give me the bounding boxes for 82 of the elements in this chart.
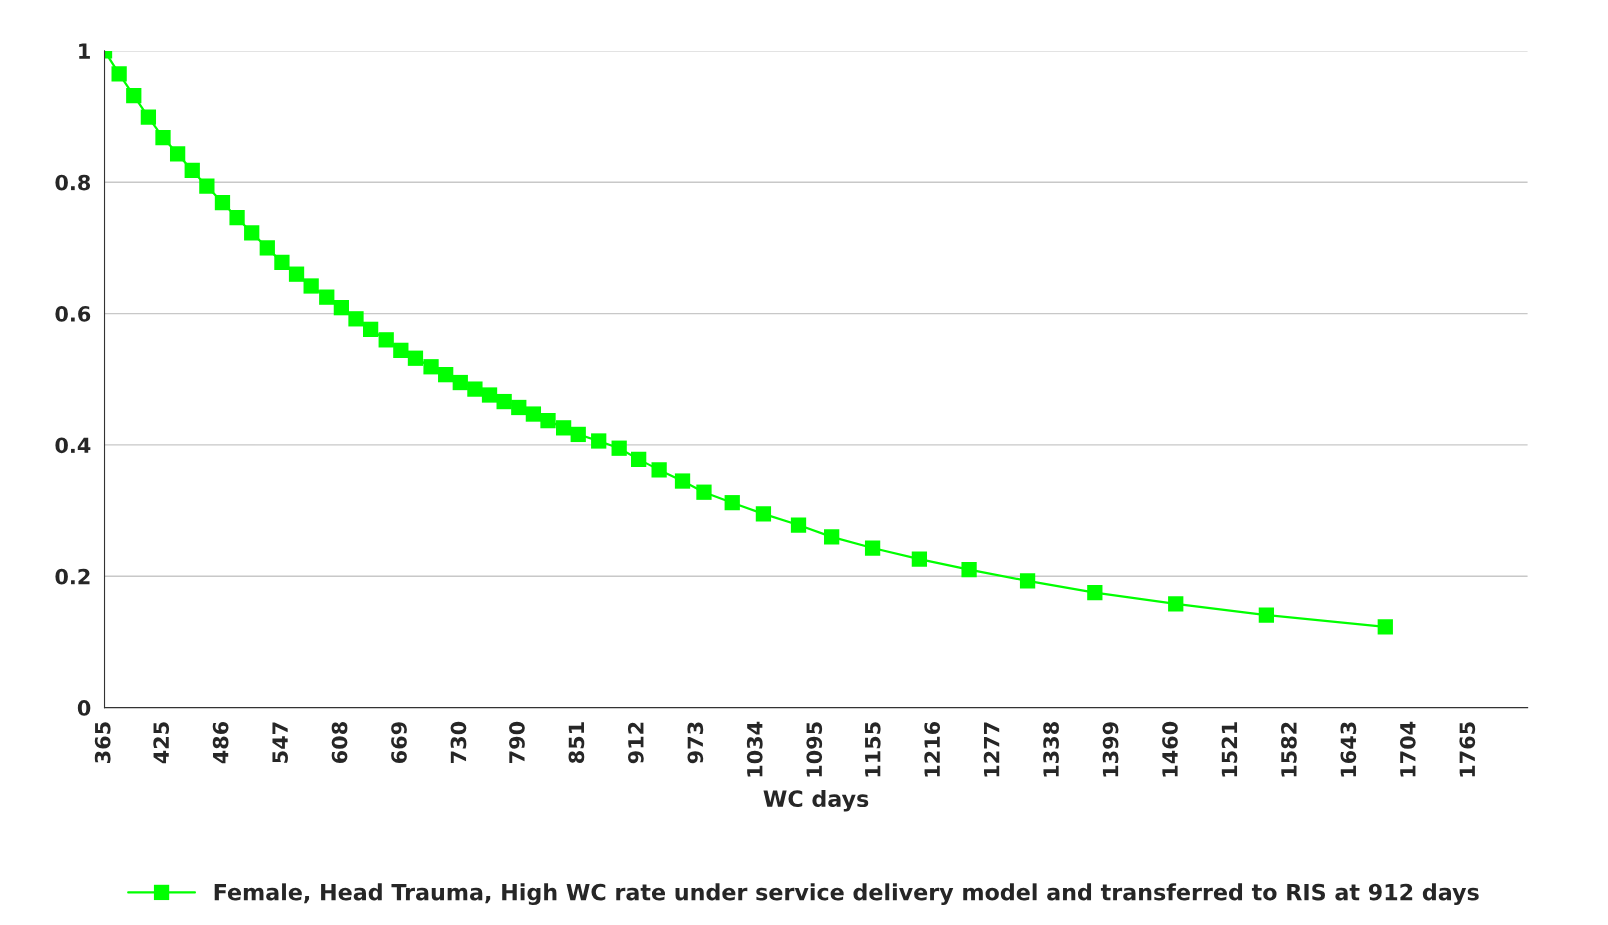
point <box>333 300 350 316</box>
point <box>1377 619 1393 635</box>
point <box>591 433 607 449</box>
x-tick-label: 1338 <box>1043 722 1059 777</box>
point <box>755 506 772 522</box>
x-tick-label: 486 <box>212 721 229 764</box>
point <box>961 562 977 578</box>
point <box>184 162 200 179</box>
x-tick-label: 1643 <box>1340 722 1357 777</box>
point <box>452 374 468 391</box>
point <box>824 529 840 545</box>
y-tick-label: 0.2 <box>55 568 90 585</box>
x-tick-label: 790 <box>509 721 525 763</box>
x-tick-label: 1155 <box>865 722 881 777</box>
point <box>1168 596 1184 612</box>
point <box>378 332 394 348</box>
point <box>303 278 319 294</box>
point <box>724 495 740 511</box>
point <box>864 540 881 556</box>
x-tick-label: 730 <box>450 721 467 763</box>
point <box>407 350 424 366</box>
x-tick-label: 1460 <box>1162 721 1178 777</box>
y-tick-label: 0.4 <box>55 437 91 454</box>
point <box>169 146 186 162</box>
point <box>259 240 275 256</box>
point <box>423 359 439 375</box>
x-tick-label: 547 <box>272 722 288 763</box>
point <box>393 342 409 358</box>
point <box>467 381 483 397</box>
x-tick-label: 851 <box>568 722 585 764</box>
x-tick-label: 1399 <box>1102 722 1119 777</box>
point <box>199 178 215 194</box>
point <box>790 517 807 533</box>
x-tick-label: 425 <box>153 722 170 764</box>
x-axis-title: WC days <box>763 789 869 812</box>
point <box>362 321 379 337</box>
x-tick-label: 669 <box>391 722 407 764</box>
point <box>1087 585 1103 601</box>
point <box>229 210 245 226</box>
point <box>244 225 260 241</box>
x-tick-label: 1034 <box>746 721 763 777</box>
point <box>674 473 691 489</box>
point <box>496 393 512 410</box>
x-tick-label: 1582 <box>1281 722 1297 777</box>
point <box>611 440 627 456</box>
x-tick-label: 973 <box>687 722 704 764</box>
point <box>155 129 171 146</box>
x-tick-label: 365 <box>94 722 111 763</box>
y-tick-label: 1 <box>79 43 90 59</box>
x-tick-label: 1704 <box>1399 721 1416 777</box>
point <box>319 289 335 305</box>
point <box>651 462 667 478</box>
x-tick-label: 912 <box>627 722 644 764</box>
point <box>696 484 712 500</box>
point <box>525 406 542 422</box>
point <box>1258 607 1275 623</box>
x-tick-label: 1277 <box>983 722 1000 777</box>
point <box>140 109 157 125</box>
point <box>481 387 498 403</box>
point <box>438 367 454 383</box>
point <box>348 311 364 327</box>
point <box>911 551 928 567</box>
point <box>570 426 586 443</box>
point <box>126 87 142 104</box>
point <box>555 420 572 436</box>
point <box>631 451 647 468</box>
point <box>511 399 527 416</box>
x-tick-label: 1216 <box>924 721 941 777</box>
y-tick-label: 0 <box>77 700 91 716</box>
x-tick-label: 1095 <box>806 722 823 777</box>
y-tick-label: 0.8 <box>55 174 91 191</box>
point <box>288 266 305 282</box>
point <box>1019 573 1036 589</box>
x-tick-label: 1765 <box>1459 722 1476 777</box>
legend-label: Female, Head Trauma, High WC rate under service delivery model and transferred to RIS at 912 days <box>214 883 1479 905</box>
point <box>214 194 231 211</box>
point <box>274 254 290 270</box>
x-tick-label: 608 <box>331 722 348 764</box>
point <box>111 66 127 82</box>
point <box>540 412 556 429</box>
x-tick-label: 1521 <box>1221 722 1238 777</box>
y-tick-label: 0.6 <box>55 306 91 322</box>
